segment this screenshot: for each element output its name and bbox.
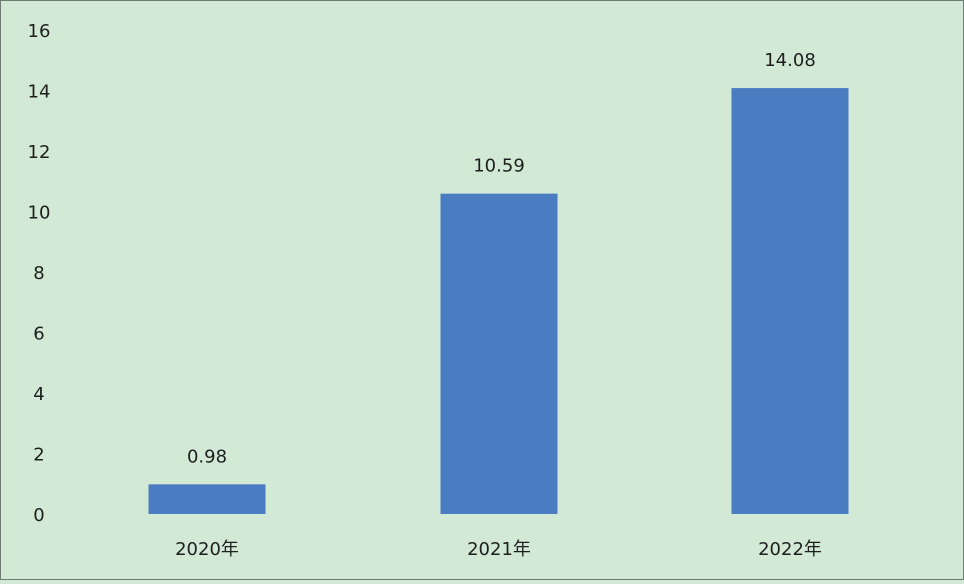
x-tick-label: 2021年 [467,539,531,560]
y-tick-label: 2 [33,445,44,466]
data-label: 14.08 [764,50,816,71]
x-tick-label: 2020年 [175,539,239,560]
y-tick-label: 8 [33,263,44,284]
y-tick-label: 14 [28,82,51,103]
y-tick-label: 0 [33,505,44,526]
data-label: 0.98 [187,446,227,467]
bar-2020 [148,484,266,514]
y-tick-label: 16 [28,21,51,42]
y-tick-label: 10 [28,203,51,224]
x-tick-label: 2022年 [758,539,822,560]
y-tick-label: 4 [33,384,44,405]
y-tick-label: 12 [28,142,51,163]
y-tick-label: 6 [33,324,44,345]
data-label: 10.59 [473,156,525,177]
bar-2021 [440,193,558,514]
bar-2022 [731,88,849,514]
